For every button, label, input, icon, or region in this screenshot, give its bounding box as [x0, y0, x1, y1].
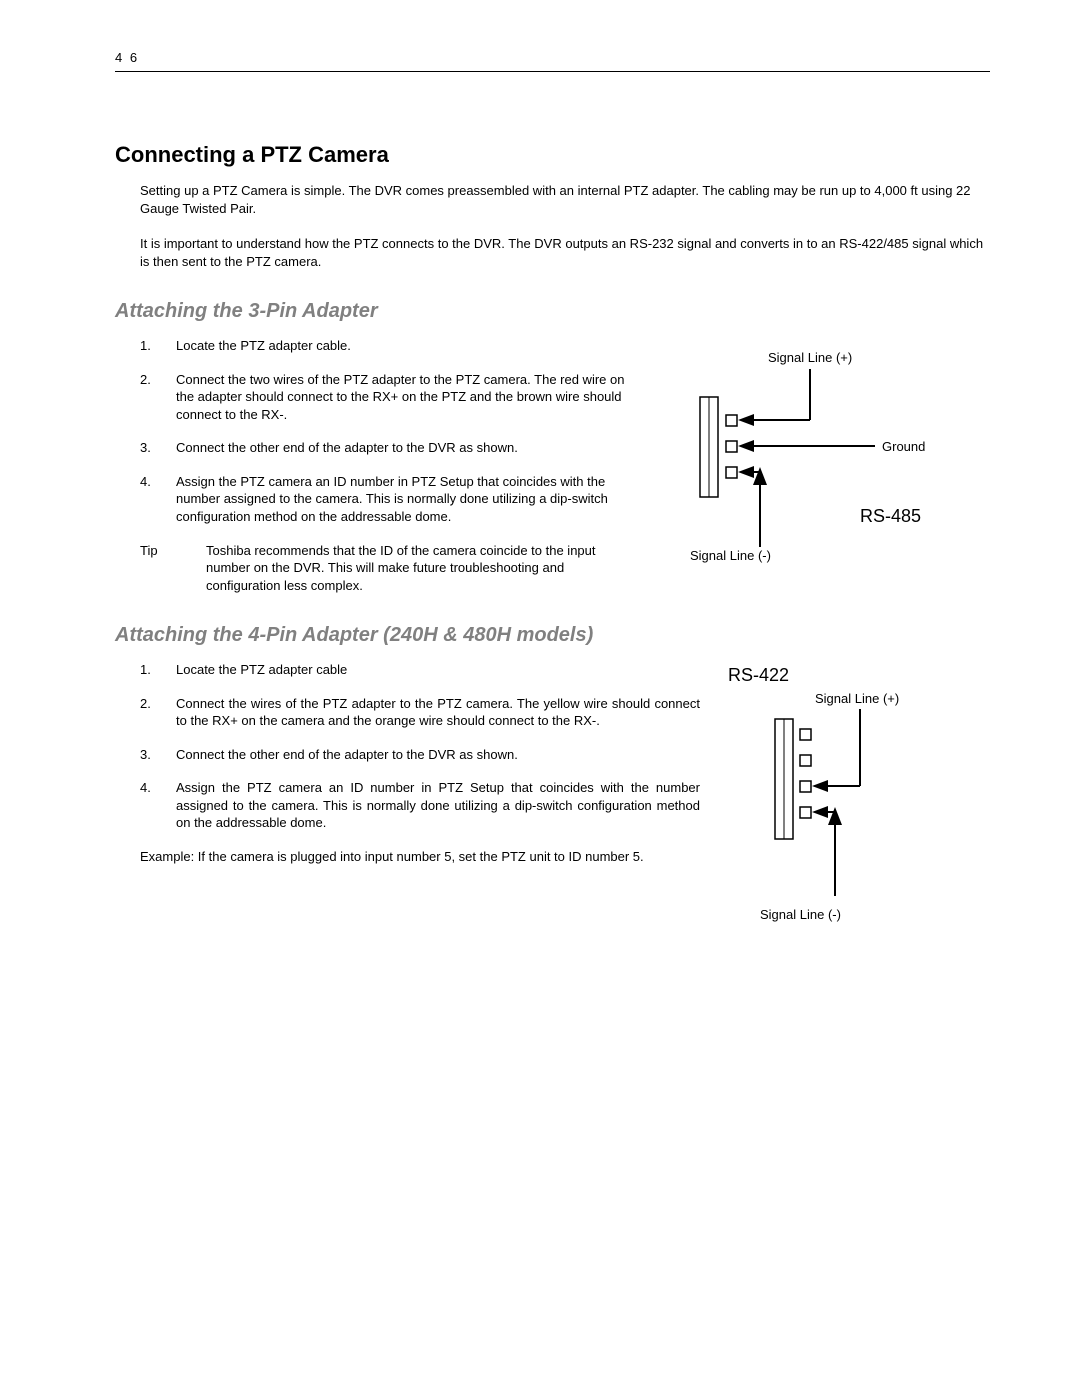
list-item: 2.Connect the wires of the PTZ adapter t… [140, 695, 700, 730]
step-text: Connect the other end of the adapter to … [176, 746, 700, 764]
list-item: 1.Locate the PTZ adapter cable [140, 661, 700, 679]
section-3pin-row: 1.Locate the PTZ adapter cable. 2.Connec… [115, 337, 990, 594]
step-text: Connect the other end of the adapter to … [176, 439, 640, 457]
protocol-label: RS-485 [860, 506, 921, 526]
page-number: 4 6 [115, 50, 990, 65]
section-4pin-row: 1.Locate the PTZ adapter cable 2.Connect… [115, 661, 990, 951]
header-rule [115, 71, 990, 72]
rs485-diagram: Signal Line (+) Ground Signal Line (-) R… [660, 337, 990, 587]
steps-3pin: 1.Locate the PTZ adapter cable. 2.Connec… [140, 337, 640, 525]
list-item: 1.Locate the PTZ adapter cable. [140, 337, 640, 355]
list-item: 3.Connect the other end of the adapter t… [140, 746, 700, 764]
rs422-diagram: RS-422 Signal Line (+) Signal Line (-) [720, 661, 990, 951]
section-3pin-text: 1.Locate the PTZ adapter cable. 2.Connec… [115, 337, 640, 594]
label-signal-minus: Signal Line (-) [690, 548, 771, 563]
step-text: Assign the PTZ camera an ID number in PT… [176, 779, 700, 832]
section-heading-4pin: Attaching the 4-Pin Adapter (240H & 480H… [115, 624, 990, 647]
step-number: 4. [140, 779, 176, 832]
intro-paragraph-1: Setting up a PTZ Camera is simple. The D… [140, 182, 990, 217]
intro-paragraph-2: It is important to understand how the PT… [140, 235, 990, 270]
step-text: Assign the PTZ camera an ID number in PT… [176, 473, 640, 526]
section-heading-3pin: Attaching the 3-Pin Adapter [115, 300, 990, 323]
diagram-3pin: Signal Line (+) Ground Signal Line (-) R… [660, 337, 990, 587]
label-ground: Ground [882, 439, 925, 454]
page-title: Connecting a PTZ Camera [115, 142, 990, 168]
step-number: 2. [140, 371, 176, 424]
step-number: 1. [140, 661, 176, 679]
tip-label: Tip [140, 542, 206, 595]
step-text: Locate the PTZ adapter cable. [176, 337, 640, 355]
example-text: Example: If the camera is plugged into i… [140, 848, 700, 866]
section-4pin-text: 1.Locate the PTZ adapter cable 2.Connect… [115, 661, 700, 865]
step-number: 4. [140, 473, 176, 526]
tip-body: Toshiba recommends that the ID of the ca… [206, 542, 640, 595]
diagram-4pin: RS-422 Signal Line (+) Signal Line (-) [720, 661, 990, 951]
label-signal-minus: Signal Line (-) [760, 907, 841, 922]
step-number: 2. [140, 695, 176, 730]
list-item: 4.Assign the PTZ camera an ID number in … [140, 779, 700, 832]
list-item: 4.Assign the PTZ camera an ID number in … [140, 473, 640, 526]
protocol-label: RS-422 [728, 665, 789, 685]
list-item: 3.Connect the other end of the adapter t… [140, 439, 640, 457]
tip-row: Tip Toshiba recommends that the ID of th… [140, 542, 640, 595]
step-number: 3. [140, 439, 176, 457]
label-signal-plus: Signal Line (+) [768, 350, 852, 365]
step-number: 3. [140, 746, 176, 764]
step-number: 1. [140, 337, 176, 355]
page-content: 4 6 Connecting a PTZ Camera Setting up a… [0, 0, 1080, 991]
list-item: 2.Connect the two wires of the PTZ adapt… [140, 371, 640, 424]
steps-4pin: 1.Locate the PTZ adapter cable 2.Connect… [140, 661, 700, 832]
step-text: Connect the wires of the PTZ adapter to … [176, 695, 700, 730]
step-text: Connect the two wires of the PTZ adapter… [176, 371, 640, 424]
step-text: Locate the PTZ adapter cable [176, 661, 700, 679]
label-signal-plus: Signal Line (+) [815, 691, 899, 706]
